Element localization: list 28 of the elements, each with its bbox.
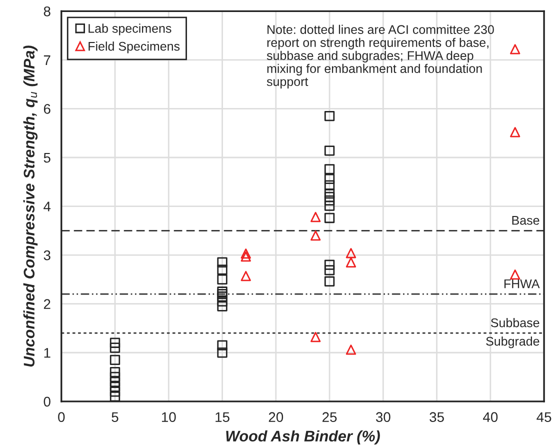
y-tick-label: 6 <box>44 104 50 114</box>
x-tick-label: 5 <box>112 412 118 422</box>
ref-line-label: Subbase <box>490 318 540 328</box>
legend-label: Field Specimens <box>88 42 180 54</box>
y-tick-label: 4 <box>44 202 51 212</box>
x-tick-label: 15 <box>216 412 230 422</box>
x-tick-label: 10 <box>162 412 176 422</box>
y-tick-label: 2 <box>44 299 50 309</box>
x-tick-label: 40 <box>483 412 498 422</box>
x-tick-label: 20 <box>268 412 284 422</box>
y-axis-title: Unconfined Compressive Strength, q$_{u}$ (MPa) <box>23 46 38 367</box>
y-tick-label: 5 <box>44 152 50 163</box>
y-tick-label: 3 <box>44 250 50 260</box>
x-tick-label: 0 <box>58 412 65 422</box>
x-axis-title: Wood Ash Binder (%) <box>226 430 380 445</box>
y-tick-label: 1 <box>44 348 50 358</box>
x-tick-label: 30 <box>376 412 390 422</box>
x-tick-label: 25 <box>322 412 337 422</box>
legend-label: Lab specimens <box>88 24 172 36</box>
y-tick-label: 8 <box>44 6 50 16</box>
annotation: Note: dotted lines are ACI committee 230 report on strength requirements of base, subbase and subgrades; FHWA deep mixing for embankment and foundation support <box>266 24 494 89</box>
annotation: Subgrade <box>486 336 540 348</box>
x-tick-label: 35 <box>430 412 444 422</box>
ref-line-label: Base <box>512 216 540 225</box>
y-tick-label: 0 <box>44 396 50 407</box>
x-tick-label: 45 <box>536 412 552 422</box>
ref-line-label: FHWA <box>504 279 540 288</box>
y-tick-label: 7 <box>44 55 50 65</box>
